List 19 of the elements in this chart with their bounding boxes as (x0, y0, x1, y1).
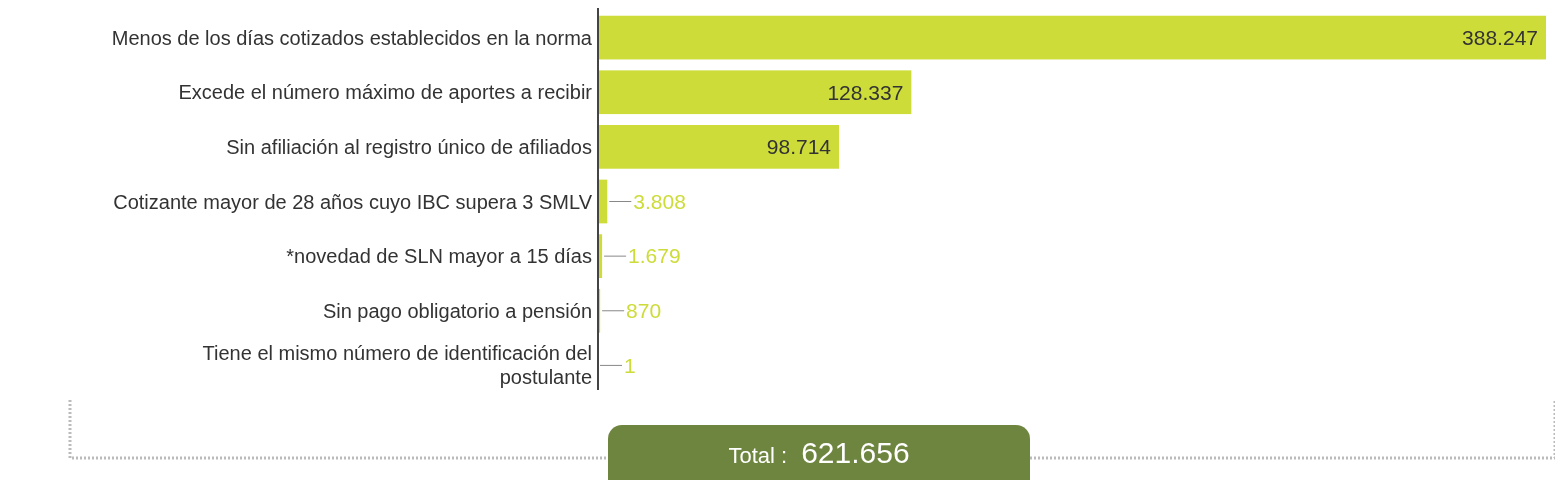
y-tick-label: Cotizante mayor de 28 años cuyo IBC supera 3 SMLV (113, 190, 593, 213)
y-tick-label: Sin afiliación al registro único de afiliados (226, 135, 592, 158)
y-tick-label: Tiene el mismo número de identificación del postulante (202, 342, 592, 389)
data-label: 1.679 (628, 244, 681, 268)
data-label: 3.808 (633, 189, 686, 213)
data-label: 870 (626, 299, 662, 323)
bar (598, 125, 840, 169)
data-label: 1 (624, 353, 636, 377)
data-label: 388.247 (1462, 25, 1538, 49)
bar (598, 70, 912, 115)
text: Total : (728, 443, 788, 468)
y-tick-label: *novedad de SLN mayor a 15 días (286, 245, 592, 268)
y-tick-label: Sin pago obligatorio a pensión (322, 299, 592, 322)
data-label: 98.714 (766, 135, 832, 159)
y-tick-label: Excede el número máximo de aportes a recibir (178, 81, 593, 104)
bar (598, 15, 1546, 60)
data-label: 128.337 (827, 80, 904, 104)
text: 621.656 (801, 436, 910, 469)
y-tick-label: Menos de los días cotizados establecidos en la norma (111, 26, 593, 49)
